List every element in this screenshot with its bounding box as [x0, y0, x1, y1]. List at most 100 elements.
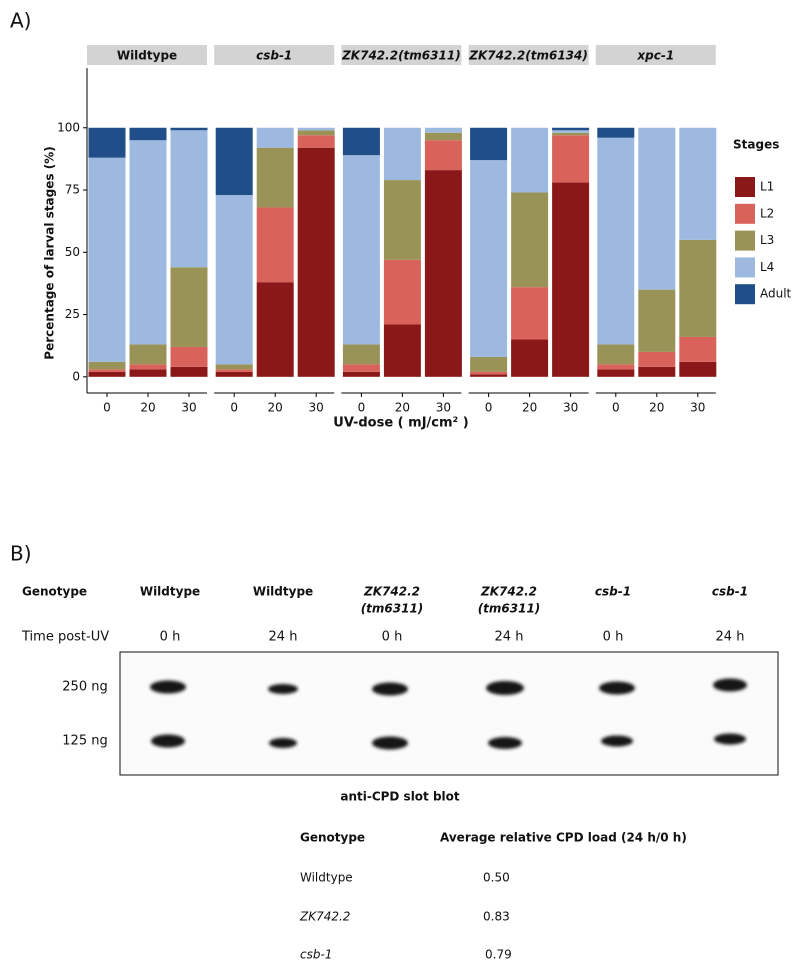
bar-segment [511, 127, 549, 193]
bar-segment [342, 371, 380, 377]
bar-segment [88, 127, 126, 158]
table-cell: 0.83 [483, 910, 510, 924]
genotype-header: ZK742.2 [480, 585, 537, 599]
legend-title: Stages [733, 138, 779, 152]
bar-segment [215, 127, 253, 196]
bar-segment [552, 127, 590, 131]
genotype-header: (tm6311) [478, 602, 541, 616]
y-axis-label: Percentage of larval stages (%) [43, 146, 57, 359]
x-tick-label: 30 [181, 401, 196, 415]
x-tick-label: 0 [612, 401, 620, 415]
x-tick-label: 20 [522, 401, 537, 415]
x-tick-label: 20 [649, 401, 664, 415]
bar-segment [383, 259, 421, 325]
legend-swatch [735, 230, 755, 251]
time-header: 24 h [269, 630, 298, 645]
genotype-header: Wildtype [140, 585, 200, 599]
bar-segment [552, 182, 590, 377]
bar-segment [638, 127, 676, 290]
bar-segment [256, 147, 294, 208]
bar-segment [256, 207, 294, 283]
legend-label: L2 [760, 206, 774, 220]
bar-segment [297, 147, 335, 377]
y-tick-label: 25 [65, 307, 80, 321]
bar-segment [679, 336, 717, 362]
time-header: 0 h [603, 630, 624, 645]
row-label: 250 ng [62, 680, 107, 695]
bar-segment [215, 364, 253, 370]
time-header: 24 h [495, 630, 524, 645]
table-cell: Wildtype [300, 871, 353, 885]
bar-segment [597, 369, 635, 377]
bar-segment [597, 127, 635, 138]
bar-segment [88, 361, 126, 370]
x-tick-label: 0 [485, 401, 493, 415]
bar-segment [597, 344, 635, 365]
y-tick-label: 50 [65, 245, 80, 259]
bar-segment [297, 135, 335, 148]
legend-label: L4 [760, 260, 774, 274]
x-tick-label: 0 [230, 401, 238, 415]
bar-segment [383, 127, 421, 181]
bar-segment [342, 364, 380, 372]
time-label: Time post-UV [21, 630, 109, 645]
facet-title: csb-1 [256, 49, 292, 63]
genotype-header: (tm6311) [361, 602, 424, 616]
legend-swatch [735, 284, 755, 305]
table-cell: 0.50 [483, 871, 510, 885]
table-cell: ZK742.2 [299, 910, 350, 924]
bar-segment [470, 127, 508, 161]
x-tick-label: 0 [358, 401, 366, 415]
bar-segment [511, 339, 549, 377]
x-tick-label: 30 [690, 401, 705, 415]
bar-segment [129, 369, 167, 377]
bar-segment [470, 374, 508, 377]
bar-segment [679, 361, 717, 377]
legend-label: L3 [760, 233, 774, 247]
genotype-header: Wildtype [253, 585, 313, 599]
facet-strip [468, 45, 589, 65]
bar-segment [129, 364, 167, 370]
bar-segment [424, 170, 462, 377]
genotype-label: Genotype [22, 585, 87, 599]
genotype-header: ZK742.2 [363, 585, 420, 599]
y-tick-label: 100 [57, 120, 80, 134]
bar-segment [88, 157, 126, 362]
x-axis-label: UV-dose ( mJ/cm² ) [333, 416, 468, 431]
legend-swatch [735, 177, 755, 197]
x-tick-label: 30 [563, 401, 578, 415]
bar-segment [215, 195, 253, 365]
bar-segment [297, 127, 335, 131]
bar-segment [679, 239, 717, 337]
x-tick-label: 20 [395, 401, 410, 415]
blot-frame [119, 651, 779, 776]
bar-segment [88, 369, 126, 372]
y-tick-label: 0 [72, 369, 80, 383]
time-header: 0 h [382, 630, 403, 645]
bar-segment [215, 371, 253, 377]
bar-segment [424, 127, 462, 133]
blot-caption: anti-CPD slot blot [340, 790, 460, 804]
y-tick-label: 75 [65, 183, 80, 197]
bar-segment [342, 127, 380, 156]
row-label: 125 ng [62, 734, 107, 749]
bar-segment [170, 267, 208, 347]
bar-segment [342, 344, 380, 365]
facet-strip [87, 45, 207, 65]
bar-segment [552, 135, 590, 183]
x-tick-label: 20 [140, 401, 155, 415]
facet-title: ZK742.2(tm6134) [468, 49, 588, 63]
facet-title: Wildtype [117, 49, 177, 63]
facet-title: ZK742.2(tm6311) [341, 49, 461, 63]
x-tick-label: 0 [103, 401, 111, 415]
bar-segment [552, 132, 590, 136]
bar-segment [170, 366, 208, 377]
legend-label: L1 [760, 180, 774, 194]
bar-segment [597, 137, 635, 345]
time-header: 0 h [160, 630, 181, 645]
bar-segment [470, 356, 508, 372]
facet-strip [595, 45, 716, 65]
table-header: Genotype [300, 831, 365, 845]
bar-segment [511, 287, 549, 340]
